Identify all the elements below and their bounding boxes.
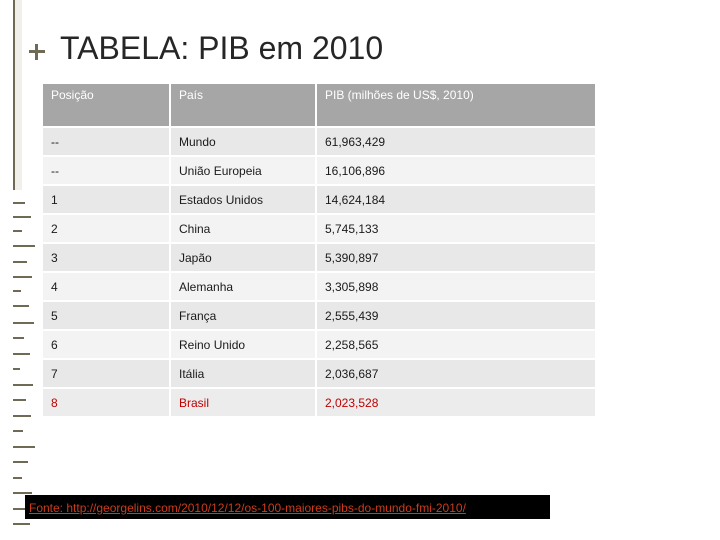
cell-country: China <box>169 213 317 244</box>
column-header-gdp: PIB (milhões de US$, 2010) <box>315 82 597 128</box>
cell-country: União Europeia <box>169 155 317 186</box>
cell-gdp: 16,106,896 <box>315 155 597 186</box>
table-row: 1 Estados Unidos 14,624,184 <box>41 184 597 215</box>
cell-position: -- <box>41 126 171 157</box>
plus-icon <box>29 44 45 60</box>
table-row: 7 Itália 2,036,687 <box>41 358 597 389</box>
gdp-table: Posição País PIB (milhões de US$, 2010) … <box>41 82 597 418</box>
decorative-tick-marks <box>13 190 37 540</box>
cell-position: 8 <box>41 387 171 418</box>
cell-position: 7 <box>41 358 171 389</box>
cell-position: 1 <box>41 184 171 215</box>
cell-gdp: 3,305,898 <box>315 271 597 302</box>
table-row: 6 Reino Unido 2,258,565 <box>41 329 597 360</box>
cell-position: 6 <box>41 329 171 360</box>
table-row: 3 Japão 5,390,897 <box>41 242 597 273</box>
cell-position: 4 <box>41 271 171 302</box>
cell-country: França <box>169 300 317 331</box>
cell-country: Reino Unido <box>169 329 317 360</box>
table-row: 5 França 2,555,439 <box>41 300 597 331</box>
cell-country: Brasil <box>169 387 317 418</box>
cell-position: 2 <box>41 213 171 244</box>
cell-country: Mundo <box>169 126 317 157</box>
table-row: -- Mundo 61,963,429 <box>41 126 597 157</box>
cell-gdp: 2,555,439 <box>315 300 597 331</box>
cell-position: 5 <box>41 300 171 331</box>
cell-position: 3 <box>41 242 171 273</box>
cell-gdp: 14,624,184 <box>315 184 597 215</box>
page-title: TABELA: PIB em 2010 <box>60 30 384 66</box>
table-row-highlighted: 8 Brasil 2,023,528 <box>41 387 597 418</box>
cell-country: Alemanha <box>169 271 317 302</box>
table-row: 2 China 5,745,133 <box>41 213 597 244</box>
source-link[interactable]: Fonte: http://georgelins.com/2010/12/12/… <box>29 501 466 515</box>
column-header-position: Posição <box>41 82 171 128</box>
cell-country: Itália <box>169 358 317 389</box>
source-box: Fonte: http://georgelins.com/2010/12/12/… <box>25 495 550 519</box>
table-row: -- União Europeia 16,106,896 <box>41 155 597 186</box>
cell-gdp: 2,258,565 <box>315 329 597 360</box>
cell-country: Estados Unidos <box>169 184 317 215</box>
table-header-row: Posição País PIB (milhões de US$, 2010) <box>41 82 597 128</box>
cell-country: Japão <box>169 242 317 273</box>
cell-gdp: 61,963,429 <box>315 126 597 157</box>
table-row: 4 Alemanha 3,305,898 <box>41 271 597 302</box>
cell-gdp: 5,390,897 <box>315 242 597 273</box>
cell-gdp: 2,023,528 <box>315 387 597 418</box>
column-header-country: País <box>169 82 317 128</box>
cell-position: -- <box>41 155 171 186</box>
cell-gdp: 2,036,687 <box>315 358 597 389</box>
cell-gdp: 5,745,133 <box>315 213 597 244</box>
